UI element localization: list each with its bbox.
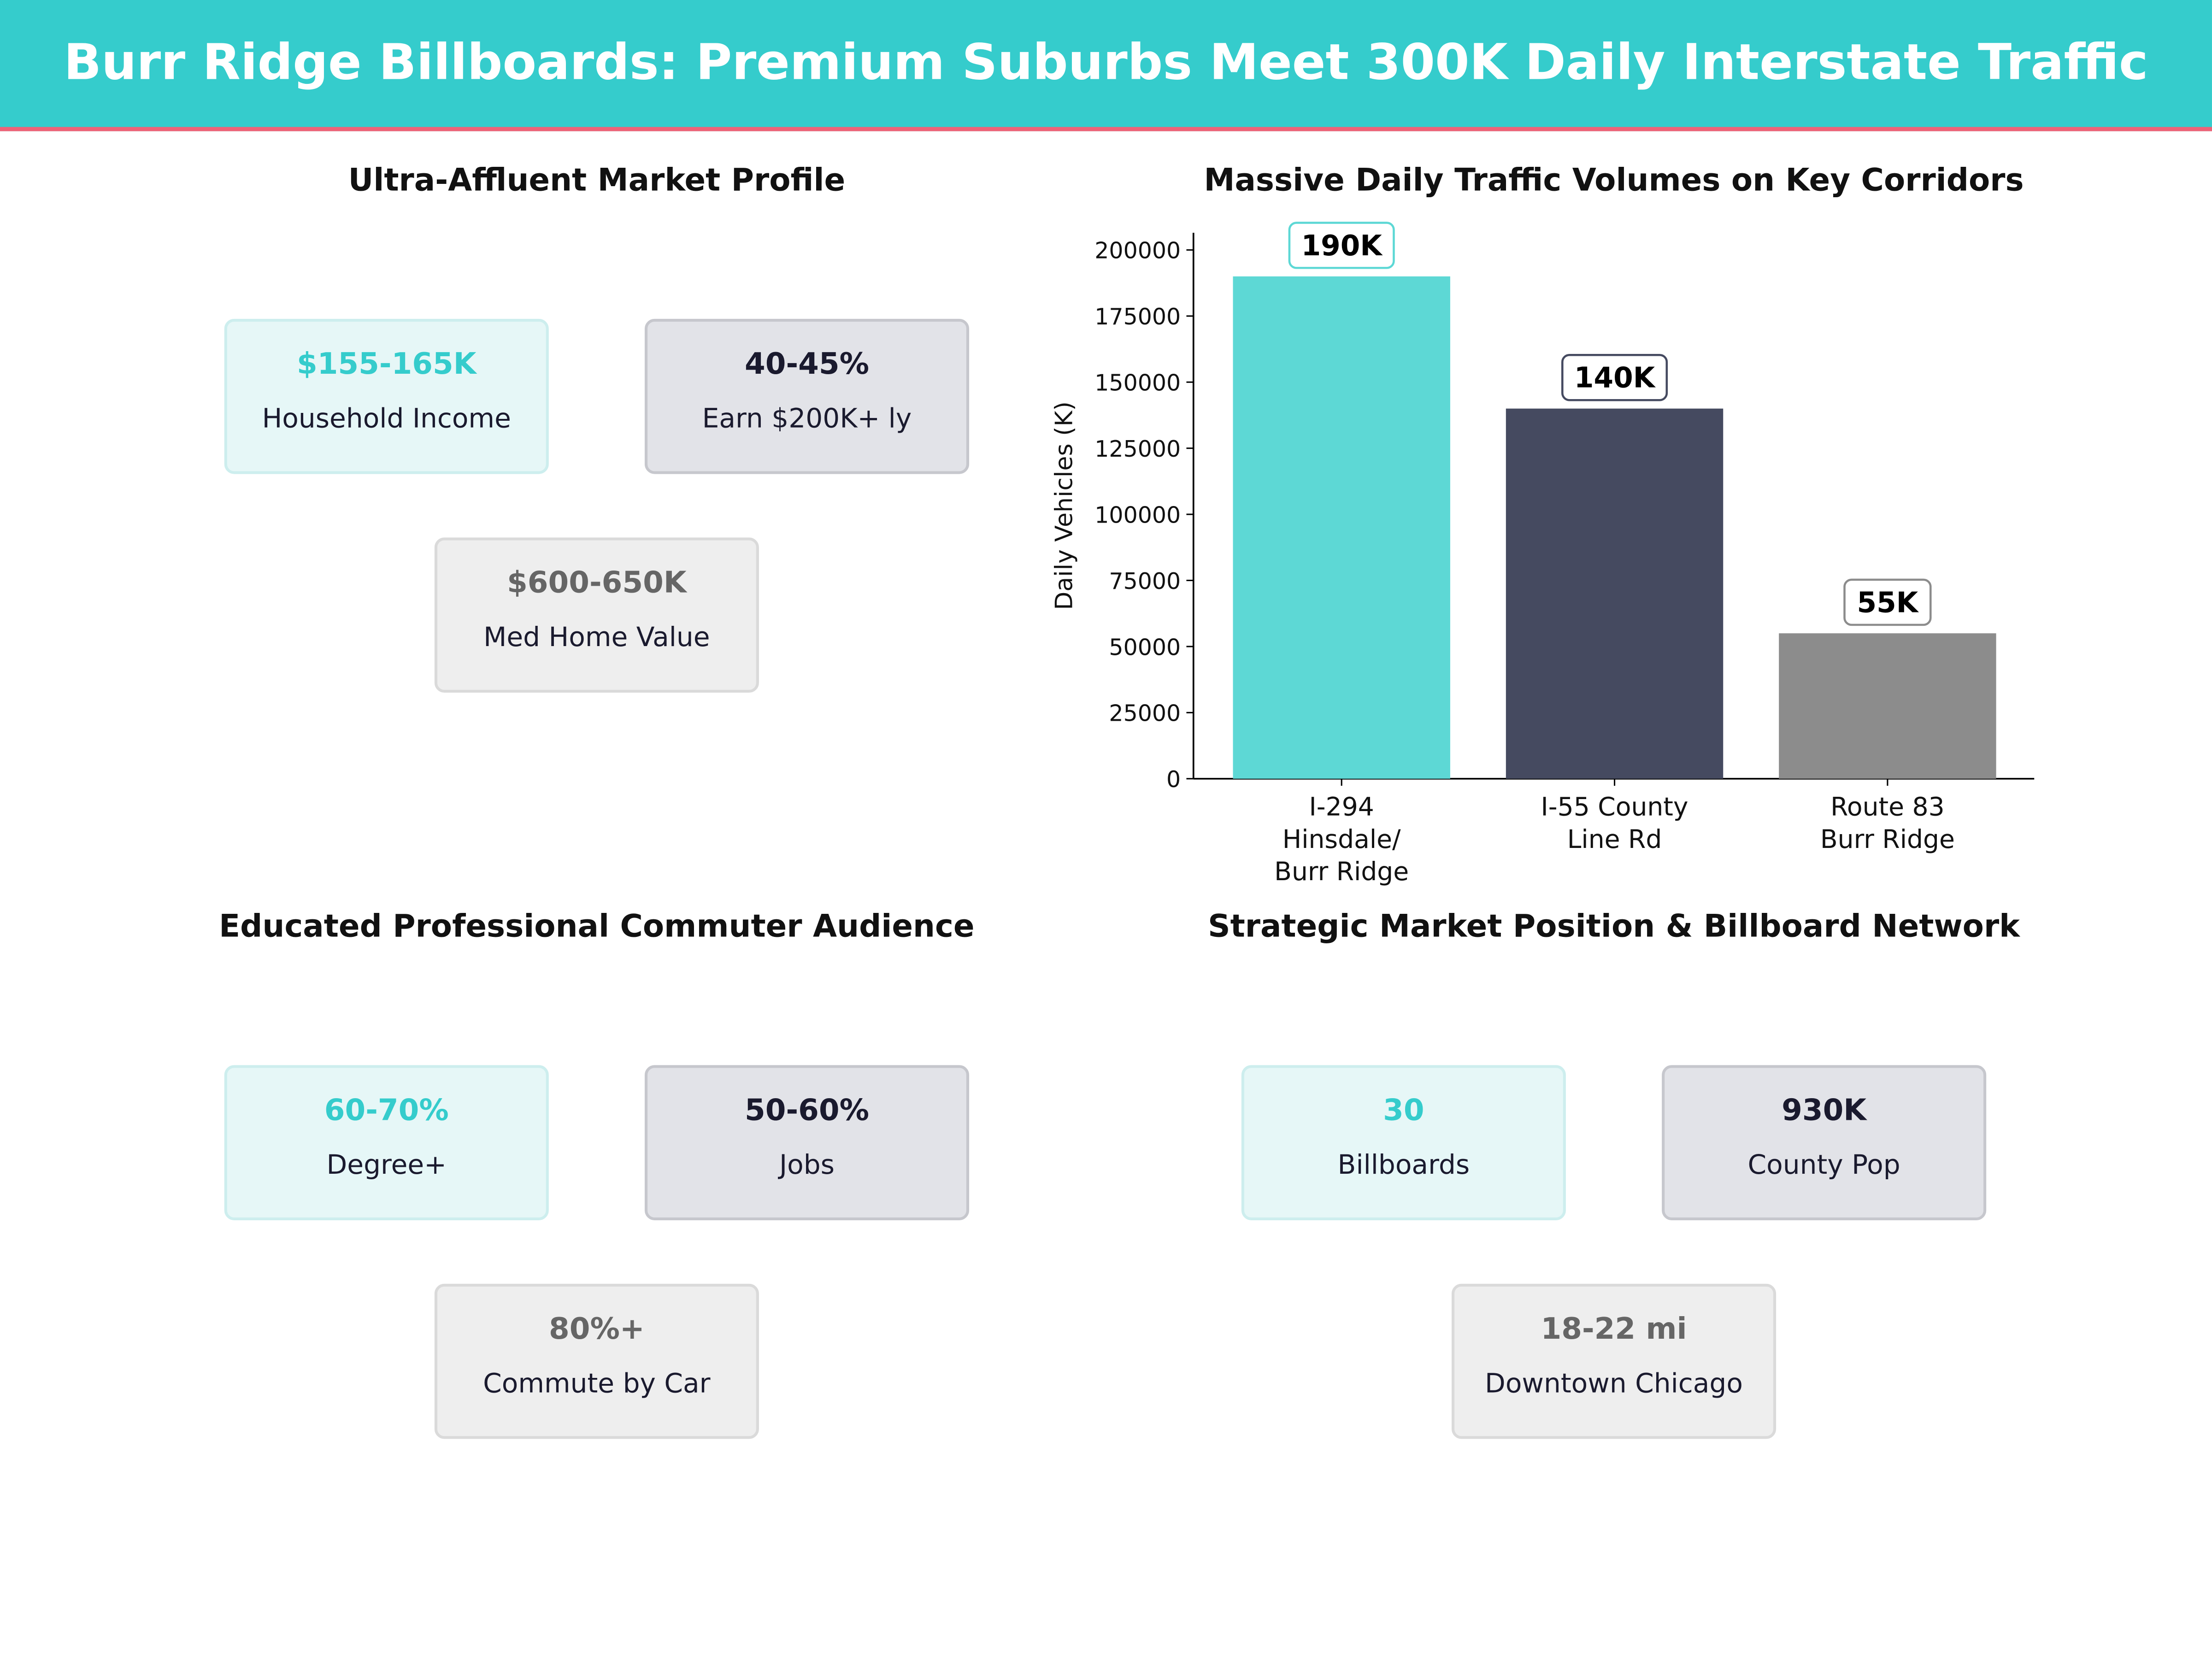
stat-value: 18-22 mi [1541, 1312, 1687, 1346]
x-tick-label: Route 83 [1830, 792, 1945, 821]
audience-title: Educated Professional Commuter Audience [219, 910, 975, 946]
stat-value: 930K [1782, 1093, 1867, 1127]
y-tick-label: 200000 [1094, 238, 1181, 264]
x-tick-label: I-294 [1309, 792, 1374, 821]
stat-label: County Pop [1747, 1149, 1900, 1181]
page-title: Burr Ridge Billboards: Premium Suburbs M… [64, 35, 2148, 92]
stat-value: 40-45% [744, 347, 870, 381]
stat-card-home-value: $600-650K Med Home Value [434, 537, 759, 693]
y-tick-label: 0 [1166, 766, 1181, 793]
market-profile-title: Ultra-Affluent Market Profile [348, 164, 846, 199]
y-axis-label: Daily Vehicles (K) [1051, 401, 1078, 610]
stat-label: Earn $200K+ ly [702, 403, 912, 435]
y-tick-label: 100000 [1094, 502, 1181, 528]
stat-value: 80%+ [548, 1312, 645, 1346]
data-label-box [1288, 222, 1395, 269]
stat-value: 60-70% [324, 1093, 449, 1127]
stat-label: Jobs [779, 1149, 835, 1181]
stat-label: Med Home Value [483, 622, 710, 653]
y-tick-label: 25000 [1109, 700, 1181, 727]
header-banner: Burr Ridge Billboards: Premium Suburbs M… [0, 0, 2212, 131]
y-tick-label: 75000 [1109, 568, 1181, 594]
y-tick-label: 175000 [1094, 304, 1181, 330]
stat-value: $600-650K [507, 565, 687, 600]
stat-card-commute: 80%+ Commute by Car [434, 1283, 759, 1439]
y-tick-label: 150000 [1094, 370, 1181, 396]
bar [1506, 408, 1724, 779]
data-label: 140K [1574, 362, 1656, 394]
x-tick-label: Hinsdale/ [1282, 824, 1401, 854]
bar [1779, 633, 1996, 779]
x-tick-label: Burr Ridge [1274, 857, 1409, 886]
data-label: 190K [1301, 229, 1383, 262]
y-tick-label: 50000 [1109, 634, 1181, 660]
stat-card-household-income: $155-165K Household Income [224, 318, 549, 474]
stat-label: Billboards [1337, 1149, 1470, 1181]
stat-card-earn-200k: 40-45% Earn $200K+ ly [644, 318, 970, 474]
data-label-box [1561, 353, 1668, 401]
stat-card-downtown-distance: 18-22 mi Downtown Chicago [1451, 1283, 1777, 1439]
stat-value: $155-165K [296, 347, 477, 381]
y-tick-label: 125000 [1094, 436, 1181, 462]
x-tick-label: I-55 County [1541, 792, 1688, 821]
stat-label: Downtown Chicago [1485, 1368, 1743, 1400]
network-title: Strategic Market Position & Billboard Ne… [1208, 910, 2020, 946]
chart-title: Massive Daily Traffic Volumes on Key Cor… [1204, 164, 2024, 199]
stat-label: Commute by Car [483, 1368, 711, 1400]
data-label-box [1843, 578, 1932, 626]
x-tick-label: Line Rd [1567, 824, 1662, 854]
bar [1233, 276, 1450, 779]
stat-value: 30 [1383, 1093, 1424, 1127]
stat-label: Household Income [262, 403, 511, 435]
stat-value: 50-60% [744, 1093, 870, 1127]
stat-card-degree: 60-70% Degree+ [224, 1065, 549, 1220]
x-tick-label: Burr Ridge [1820, 824, 1955, 854]
stat-card-jobs: 50-60% Jobs [644, 1065, 970, 1220]
stat-label: Degree+ [326, 1149, 447, 1181]
data-label: 55K [1857, 586, 1919, 619]
stat-card-county-pop: 930K County Pop [1662, 1065, 1987, 1220]
stat-card-billboards: 30 Billboards [1241, 1065, 1566, 1220]
